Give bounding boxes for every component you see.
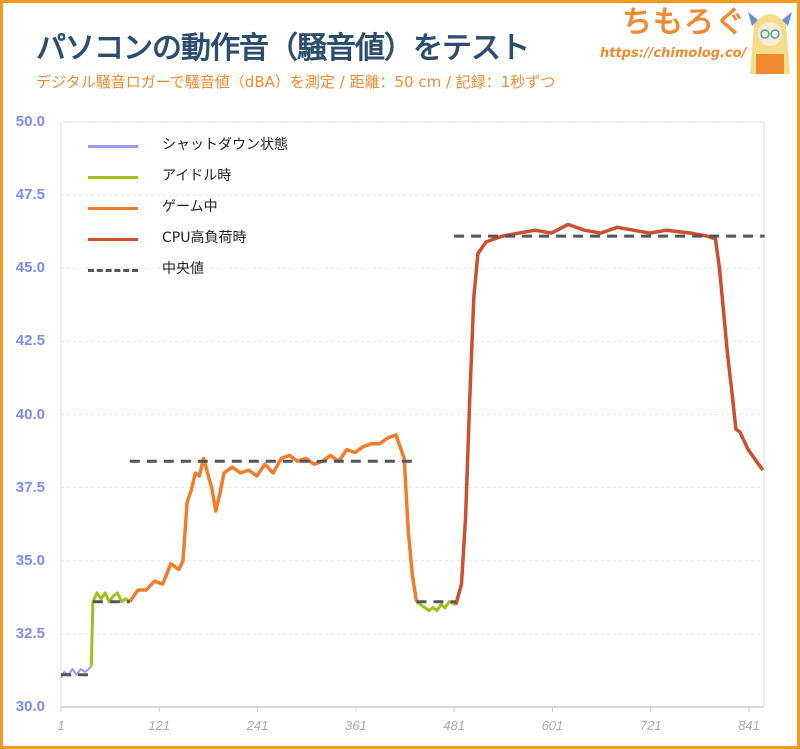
y-tick-label: 40.0 (15, 405, 45, 423)
y-tick-label: 32.5 (15, 624, 45, 642)
x-tick-label: 121 (148, 718, 171, 733)
series-line (415, 599, 457, 613)
legend-item: 中央値 (88, 260, 328, 291)
x-tick-label: 361 (344, 718, 367, 733)
legend-label: CPU高負荷時 (162, 230, 247, 246)
series-line (128, 433, 419, 603)
y-tick-label: 37.5 (15, 478, 45, 496)
page-subtitle: デジタル騒音ロガーで騒音値（dBA）を測定 / 距離：50 cm / 記録：1秒… (36, 73, 556, 91)
legend-item: シャットダウン状態 (88, 136, 328, 167)
x-tick-label: 601 (541, 718, 564, 733)
axes (60, 706, 764, 712)
legend-swatch (88, 176, 138, 179)
legend-label: アイドル時 (162, 168, 232, 184)
series-line (89, 591, 131, 667)
legend-item: CPU高負荷時 (88, 229, 328, 260)
x-tick-label: 241 (246, 718, 269, 733)
site-logo: ちもろぐ https://chimolog.co/ (600, 4, 796, 78)
legend-swatch (88, 145, 138, 148)
logo-url: https://chimolog.co/ (600, 46, 747, 61)
legend-label: 中央値 (162, 261, 204, 277)
legend: シャットダウン状態 アイドル時 ゲーム中 CPU高負荷時 中央値 (88, 136, 328, 291)
legend-label: ゲーム中 (162, 199, 218, 215)
mascot-icon (748, 12, 792, 74)
x-tick-label: 1 (57, 718, 65, 733)
y-tick-label: 35.0 (15, 551, 45, 569)
legend-swatch (88, 238, 138, 241)
x-tick-label: 841 (738, 718, 760, 733)
legend-swatch (88, 207, 138, 210)
series-line (60, 665, 93, 679)
legend-swatch (88, 269, 138, 272)
series-line (454, 222, 765, 606)
line-chart (60, 121, 765, 712)
page-title: パソコンの動作音（騒音値）をテスト (36, 31, 530, 66)
x-tick-label: 721 (639, 718, 662, 733)
y-tick-label: 42.5 (15, 332, 45, 350)
series-lines (60, 222, 765, 679)
legend-item: アイドル時 (88, 167, 328, 198)
x-tick-label: 481 (443, 718, 465, 733)
legend-item: ゲーム中 (88, 198, 328, 229)
logo-text: ちもろぐ (622, 5, 746, 40)
y-tick-label: 45.0 (15, 259, 45, 277)
legend-label: シャットダウン状態 (162, 137, 288, 153)
y-tick-label: 30.0 (15, 698, 45, 715)
y-tick-label: 47.5 (15, 186, 45, 204)
y-tick-label: 50.0 (15, 113, 45, 130)
